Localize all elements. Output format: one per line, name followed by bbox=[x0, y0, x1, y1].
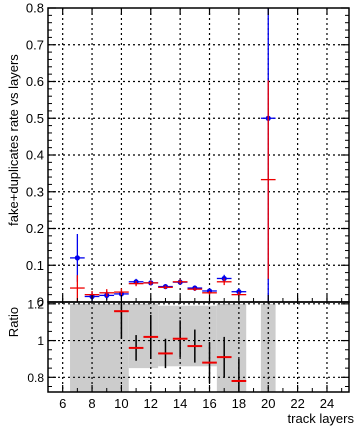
ratio-point bbox=[128, 335, 144, 361]
top-series-2-point bbox=[128, 281, 144, 287]
x-tick-label: 10 bbox=[114, 396, 128, 411]
x-tick-label: 14 bbox=[173, 396, 187, 411]
ratio-uncertainty-band bbox=[70, 303, 129, 392]
top-series-2-point bbox=[202, 290, 217, 295]
ratio-point bbox=[114, 302, 129, 339]
ratio-y-tick-label: 0.8 bbox=[27, 371, 44, 385]
ratio-data-points bbox=[114, 302, 247, 392]
ratio-point bbox=[143, 314, 159, 359]
top-y-tick-label: 0.8 bbox=[26, 1, 44, 16]
ratio-y-tick-label: 1 bbox=[37, 334, 44, 348]
ratio-uncertainty-band bbox=[158, 305, 217, 367]
point-marker bbox=[74, 255, 80, 261]
x-axis-label: track layers bbox=[288, 411, 355, 426]
ratio-point bbox=[158, 338, 173, 369]
top-series-2-point bbox=[260, 80, 276, 279]
top-series-2-point bbox=[187, 287, 203, 291]
x-tick-label: 16 bbox=[202, 396, 216, 411]
ratio-ticks: 6 8 10 12 14 16 18 20 22 24 0.8 1 1.2 bbox=[27, 297, 349, 411]
top-grid bbox=[48, 8, 349, 302]
ratio-uncertainty-band bbox=[216, 303, 247, 392]
x-tick-label: 18 bbox=[232, 396, 246, 411]
top-series-2-point bbox=[172, 279, 188, 284]
top-series-2-point bbox=[114, 288, 129, 296]
ratio-grid bbox=[48, 302, 349, 392]
x-tick-label: 22 bbox=[290, 396, 304, 411]
top-y-tick-label: 0.6 bbox=[26, 74, 44, 89]
top-panel: 0 0.1 0.2 0.3 0.4 0.5 0.6 0.7 0.8 fake+duplicate… bbox=[6, 1, 350, 310]
top-series-2-point bbox=[70, 275, 85, 301]
top-series-1-point bbox=[70, 234, 85, 282]
top-y-axis-label: fake+duplicates rate vs layers bbox=[6, 54, 21, 226]
ratio-point bbox=[187, 329, 203, 363]
top-series-2-point bbox=[158, 285, 173, 290]
top-y-tick-label: 0 bbox=[37, 295, 44, 310]
x-tick-label: 12 bbox=[144, 396, 158, 411]
ratio-point bbox=[172, 320, 188, 358]
ratio-point bbox=[202, 342, 217, 383]
top-data-points bbox=[70, 8, 276, 302]
x-tick-label: 24 bbox=[320, 396, 334, 411]
top-y-tick-label: 0.5 bbox=[26, 111, 44, 126]
top-y-tick-label: 0.4 bbox=[26, 148, 44, 163]
top-y-tick-label: 0.7 bbox=[26, 37, 44, 52]
top-y-tick-label: 0.3 bbox=[26, 184, 44, 199]
x-tick-label: 6 bbox=[59, 396, 66, 411]
ratio-frame bbox=[47, 301, 350, 393]
ratio-panel: 6 8 10 12 14 16 18 20 22 24 0.8 1 1.2 Ratio track la… bbox=[6, 297, 354, 426]
top-y-tick-label: 0.1 bbox=[26, 258, 44, 273]
top-series-2-point bbox=[143, 280, 159, 286]
ratio-y-tick-label: 1.2 bbox=[27, 297, 44, 311]
x-tick-label: 20 bbox=[261, 396, 275, 411]
top-series-2-point bbox=[99, 289, 115, 297]
top-series-2-point bbox=[216, 278, 232, 286]
x-tick-label: 8 bbox=[88, 396, 95, 411]
ratio-point bbox=[216, 336, 232, 378]
ratio-y-axis-label: Ratio bbox=[6, 307, 21, 337]
top-y-tick-label: 0.2 bbox=[26, 221, 44, 236]
